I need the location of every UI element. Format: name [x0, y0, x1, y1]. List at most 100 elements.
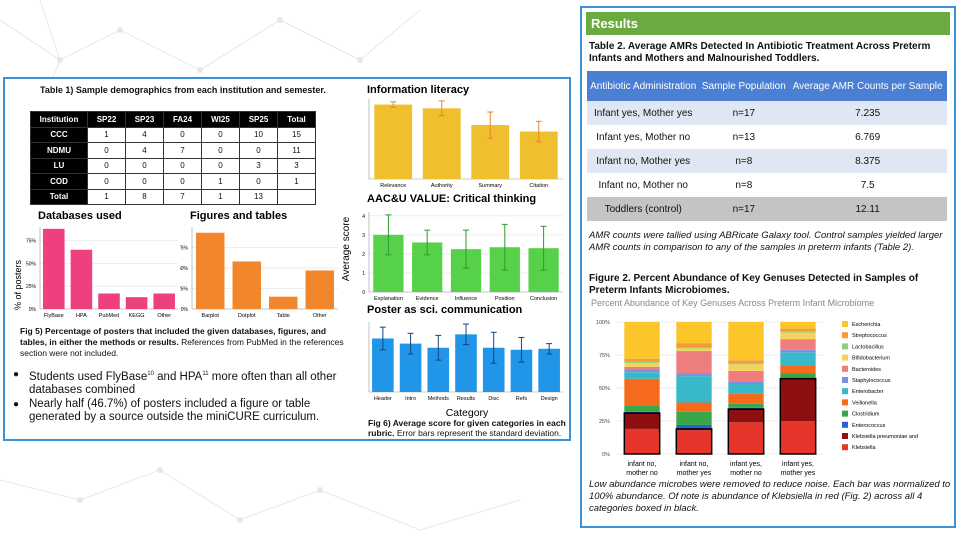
x-tick-label: HPA [76, 313, 87, 319]
y-tick-label: 2 [362, 252, 365, 258]
legend-swatch [842, 365, 848, 372]
table-cell: 0 [125, 157, 164, 174]
legend-label: Enterococcus [852, 423, 886, 429]
rubric-scores-charts: Information literacy Relevance Authority Su… [341, 84, 563, 419]
legend-swatch [842, 343, 848, 350]
y-tick-label: 0% [29, 307, 37, 313]
table1-title: Table 1) Sample demographics from each i… [40, 85, 326, 95]
y-tick-label: 3 [362, 233, 365, 239]
legend-label: Bacteroides [852, 367, 881, 373]
stack-segment [728, 360, 764, 363]
table-cell: 15 [277, 126, 316, 143]
y-tick-label: 25% [26, 284, 37, 290]
stack-segment [676, 348, 712, 352]
table-cell: 0 [87, 157, 126, 174]
stack-segment [676, 347, 712, 349]
table-cell: 0 [87, 142, 126, 159]
stack-segment [780, 421, 816, 454]
stack-segment [624, 322, 660, 359]
table-cell: n=17 [699, 101, 789, 125]
x-tick-label: Design [541, 396, 558, 402]
y-tick-label: 4 [362, 214, 365, 220]
stack-segment [624, 358, 660, 362]
x-tick-label: mother no [626, 470, 658, 477]
y-axis-label: Average score [341, 216, 352, 281]
table-cell: 0 [239, 142, 278, 159]
table-cell: Total [30, 188, 88, 205]
x-tick-label: Authority [431, 183, 453, 189]
table-cell: 7.235 [788, 101, 947, 125]
table1-header-cell: Institution [30, 111, 88, 128]
table-cell: 0 [201, 126, 240, 143]
table-cell: 0 [201, 142, 240, 159]
methods-results-panel: Table 1) Sample demographics from each i… [3, 77, 571, 441]
y-tick-label: 75% [26, 239, 37, 245]
x-tick-label: Refs [516, 396, 528, 402]
stack-segment [676, 430, 712, 454]
table-row: Infant no, Mother no n=8 7.5 [587, 173, 947, 197]
x-tick-label: mother yes [677, 470, 712, 477]
x-tick-label: Results [457, 396, 476, 402]
findings-list: Students used FlyBase10 and HPA11 more o… [13, 368, 348, 425]
legend-swatch [842, 410, 848, 417]
x-tick-label: Intro [405, 396, 416, 402]
x-tick-label: Influence [455, 296, 477, 302]
table-cell: 1 [87, 188, 126, 205]
table-cell: 0 [163, 173, 202, 190]
stack-segment [728, 364, 764, 371]
legend-label: Streptococcus [852, 333, 887, 339]
table-cell: 1 [87, 126, 126, 143]
y-tick-label: 50% [599, 386, 610, 392]
x-tick-label: infant no, [628, 461, 657, 468]
table-row: COD 0 0 0 1 0 1 [30, 173, 316, 190]
table-cell: COD [30, 173, 88, 190]
x-axis-label: Category [446, 407, 489, 419]
stack-segment [780, 322, 816, 329]
bar [422, 108, 461, 179]
table-cell: 0 [163, 126, 202, 143]
stack-segment [624, 378, 660, 406]
finding-item: Nearly half (46.7%) of posters included … [13, 398, 348, 424]
bar [538, 348, 560, 392]
stack-segment [780, 352, 816, 366]
klebsiella-box [727, 408, 765, 455]
table-cell: 7.5 [788, 173, 947, 197]
y-tick-label: 0% [181, 307, 189, 313]
x-tick-label: infant no, [680, 461, 709, 468]
legend-label: Staphylococcus [852, 378, 891, 384]
legend-swatch [842, 433, 848, 439]
legend-label: Clostridium [852, 412, 880, 418]
table-row: Infant yes, Mother yes n=17 7.235 [587, 101, 947, 125]
stack-segment [676, 322, 712, 344]
legend-label: Klebsiella [852, 445, 876, 451]
table-cell: 0 [87, 173, 126, 190]
legend-swatch [842, 377, 848, 383]
legend-label: Enterobacter [852, 389, 884, 395]
results-header: Results [586, 12, 950, 35]
stack-segment [780, 373, 816, 378]
bar [374, 104, 413, 179]
table-cell: 4 [125, 126, 164, 143]
table1-header-cell: SP25 [239, 111, 278, 128]
demographics-table: Institution SP22 SP23 FA24 WI25 SP25 Total CCC… [30, 111, 316, 205]
stack-segment [780, 349, 816, 353]
table-row: Toddlers (control) n=17 12.11 [587, 197, 947, 221]
chart-title: Information literacy [367, 84, 470, 96]
table1-header-cell: WI25 [201, 111, 240, 128]
legend-swatch [842, 321, 848, 327]
databases-chart: Databases used 0% 25% 50% 75% FlyBase HPA PubMe… [13, 210, 178, 319]
table1-header-cell: SP23 [125, 111, 164, 128]
x-tick-label: infant yes, [730, 461, 762, 468]
stack-segment [728, 322, 764, 361]
stack-segment [780, 365, 816, 374]
stack-segment [728, 384, 764, 394]
stack-segment [624, 361, 660, 363]
y-tick-label: 50% [26, 261, 37, 267]
table-cell: 8.375 [788, 149, 947, 173]
table-cell: 1 [201, 173, 240, 190]
table-cell: 3 [277, 157, 316, 174]
stack-segment [624, 405, 660, 412]
x-tick-label: Header [374, 396, 392, 402]
table-cell: Infant yes, Mother no [587, 125, 700, 149]
bar [455, 334, 477, 392]
